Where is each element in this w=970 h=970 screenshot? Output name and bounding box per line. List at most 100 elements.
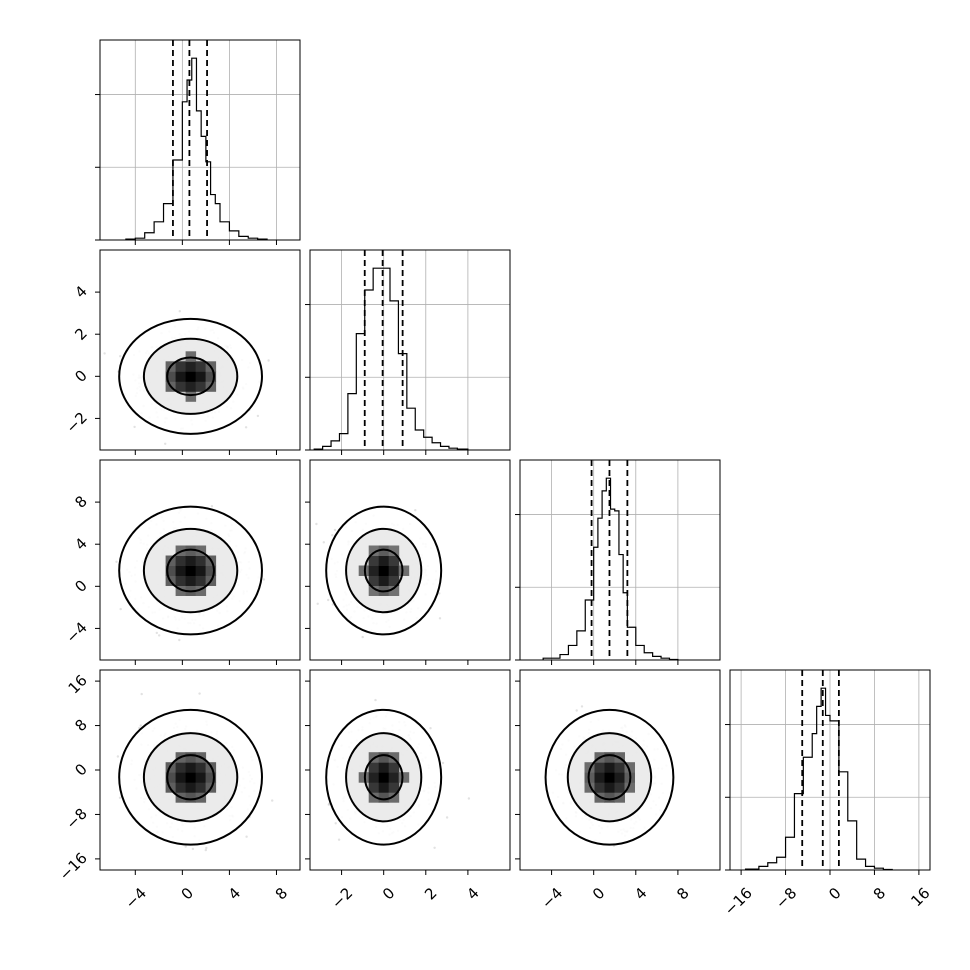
y-tick-label: 2 [71,324,90,343]
y-tick-label: −4 [62,619,90,647]
axes-frame [519,459,721,661]
density-cell [195,555,207,566]
histogram-0 [125,57,268,240]
x-tick-label: 0 [379,884,398,903]
scatter-point [262,578,266,581]
y-tick-label: −8 [62,805,90,833]
scatter-point [115,560,118,563]
density-cell [175,575,187,586]
density-cell [398,565,410,576]
histogram-2 [542,477,679,660]
x-tick-label: 8 [673,884,692,903]
scatter-point [271,799,274,802]
density-cell [388,565,400,576]
scatter-point [429,727,432,730]
scatter-point [315,522,318,526]
scatter-point [210,505,214,508]
scatter-point [414,509,417,512]
density-cell [368,772,380,783]
density-cell [368,762,380,773]
x-tick-label: −2 [328,884,356,912]
density-cell [175,782,187,793]
y-tick-label: 8 [71,492,90,511]
scatter-point [155,631,158,635]
y-tick-label: −16 [56,849,91,884]
density-cell [378,782,390,793]
density-cell [185,782,197,793]
density-cell [378,575,390,586]
hist-panel-1 [305,249,511,455]
scatter-point [204,848,207,852]
density-cell [604,762,615,773]
density-cell [175,772,187,783]
x-tick-label: −4 [122,884,150,912]
scatter-point [103,352,106,355]
scatter-point [205,846,208,850]
hist-panel-3: −16 −8 0 8 16 [721,669,934,919]
density-cell [378,772,390,783]
scatter-point [97,566,99,568]
density-cell [195,381,207,392]
x-tick-label: −16 [721,884,756,919]
scatter-point [445,816,449,819]
y-tick-label: 16 [65,671,91,697]
density-cell [378,792,390,803]
hist-panel-2 [515,459,721,665]
scatter-point [191,847,195,851]
y-tick-label: 4 [71,282,90,301]
density-cell [378,762,390,773]
x-tick-label: 4 [225,884,244,903]
density-cell [175,555,187,566]
x-tick-label: 16 [907,884,933,910]
density-cell [185,762,197,773]
y-tick-label: 0 [71,760,90,779]
density-cell [195,782,207,793]
axes-frame [309,249,511,451]
density-cell [195,565,207,576]
density-cell [185,772,197,783]
density-cell [185,391,197,402]
hist-panel-0 [95,39,301,245]
density-cell [594,762,605,773]
y-tick-label: 0 [71,576,90,595]
density-cell [614,762,625,773]
density-cell [185,752,197,763]
scatter-point [256,414,260,418]
density-cell [604,792,615,803]
density-cell [175,762,187,773]
scatter-point [438,617,442,620]
scatter-point [267,359,270,362]
scatter-point [118,796,122,799]
scatter-point [119,355,122,358]
x-tick-label: 8 [272,884,291,903]
scatter-point [198,692,201,695]
density-cell [195,772,207,783]
density-cell [185,371,197,382]
scatter-point [441,761,445,765]
scatter-point [245,835,248,838]
scatter-point [316,602,319,605]
scatter-panel-2-0: −4 0 4 8 [62,459,301,665]
density-cell [195,575,207,586]
scatter-point [184,845,187,848]
axes-frame [99,39,301,241]
scatter-point [140,692,143,696]
x-tick-label: 4 [463,884,482,903]
y-tick-label: −2 [62,409,90,437]
scatter-point [164,442,167,445]
density-cell [185,361,197,372]
x-tick-label: 0 [589,884,608,903]
density-cell [594,782,605,793]
scatter-point [580,705,584,708]
scatter-panel-1-0: −2 0 2 4 [62,249,301,455]
density-cell [195,762,207,773]
density-cell [604,782,615,793]
density-cell [378,555,390,566]
density-cell [614,782,625,793]
scatter-point [178,638,181,642]
scatter-point [467,797,471,800]
x-tick-label: 8 [870,884,889,903]
scatter-panel-2-1 [305,459,511,665]
x-tick-label: 4 [631,884,650,903]
